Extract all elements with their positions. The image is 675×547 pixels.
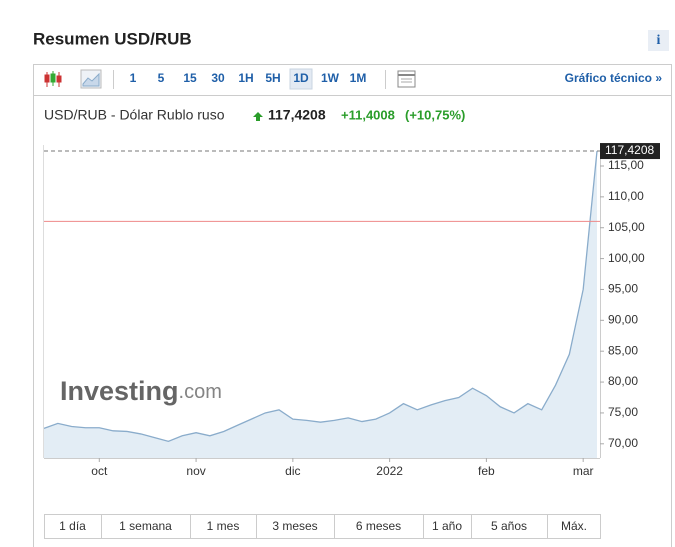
x-tick-label: nov — [186, 464, 205, 478]
y-tick-label: 100,00 — [608, 251, 645, 265]
y-tick-label: 105,00 — [608, 220, 645, 234]
interval-button[interactable]: 30 — [211, 71, 225, 85]
interval-button[interactable]: 15 — [183, 71, 197, 85]
last-price-label: 117,4208 — [605, 143, 654, 157]
table-icon[interactable] — [397, 70, 416, 88]
x-tick-label: dic — [285, 464, 300, 478]
y-tick-label: 95,00 — [608, 282, 638, 296]
interval-selected-bg — [289, 68, 313, 90]
range-button[interactable]: 1 semana — [119, 519, 172, 533]
panel-border — [33, 64, 672, 547]
range-button[interactable]: 1 año — [432, 519, 462, 533]
watermark-domain: .com — [179, 381, 222, 403]
info-button-bg — [648, 30, 669, 51]
y-tick-label: 110,00 — [608, 189, 644, 203]
quote-name: USD/RUB - Dólar Rublo ruso — [44, 107, 225, 123]
range-button[interactable]: 6 meses — [356, 519, 401, 533]
interval-button[interactable]: 5 — [158, 71, 165, 85]
y-tick-label: 85,00 — [608, 343, 638, 357]
up-arrow — [253, 112, 263, 121]
area-icon[interactable] — [80, 69, 102, 89]
technical-link[interactable]: Gráfico técnico » — [565, 71, 663, 85]
x-tick-label: feb — [478, 464, 495, 478]
y-tick-label: 80,00 — [608, 374, 638, 388]
y-tick-label: 75,00 — [608, 405, 638, 419]
range-button[interactable]: 1 mes — [207, 519, 240, 533]
x-tick-label: mar — [573, 464, 594, 478]
price-line — [43, 150, 598, 443]
watermark: Investing.com — [60, 376, 222, 406]
interval-button[interactable]: 1W — [321, 71, 340, 85]
candle-icon[interactable] — [44, 71, 62, 87]
x-tick-label: 2022 — [376, 464, 403, 478]
quote-change-pct: (+10,75%) — [405, 107, 465, 122]
title: Resumen USD/RUB — [33, 29, 192, 48]
interval-button[interactable]: 1D — [293, 71, 309, 85]
price-area — [44, 151, 597, 458]
quote-change: +11,4008 — [341, 107, 395, 122]
interval-button[interactable]: 5H — [265, 71, 280, 85]
range-button[interactable]: 3 meses — [272, 519, 317, 533]
range-button[interactable]: 1 día — [59, 519, 86, 533]
quote-price: 117,4208 — [268, 107, 326, 123]
range-bar — [44, 514, 601, 539]
interval-button[interactable]: 1M — [350, 71, 367, 85]
watermark-brand: Investing — [60, 376, 179, 406]
y-tick-label: 90,00 — [608, 313, 638, 327]
last-price-label-bg — [600, 143, 660, 160]
info-button[interactable]: i — [657, 33, 661, 48]
y-tick-label: 115,00 — [608, 158, 644, 172]
y-tick-label: 70,00 — [608, 436, 638, 450]
interval-button[interactable]: 1H — [238, 71, 253, 85]
interval-button[interactable]: 1 — [130, 71, 137, 85]
x-tick-label: oct — [91, 464, 108, 478]
range-button[interactable]: Máx. — [561, 519, 587, 533]
range-button[interactable]: 5 años — [491, 519, 527, 533]
